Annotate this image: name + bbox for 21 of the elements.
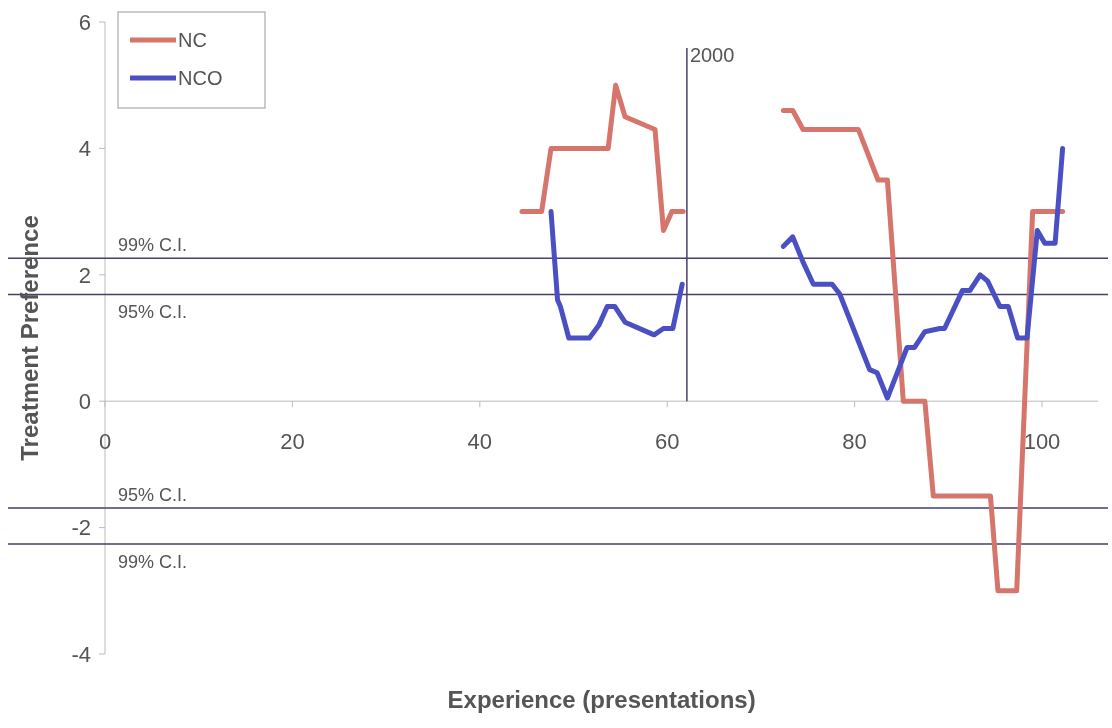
ref-line-label: 95% C.I. xyxy=(118,302,188,323)
y-axis-title: Treatment Preference xyxy=(16,215,43,461)
x-tick-label: 20 xyxy=(280,429,305,455)
y-tick-label: 2 xyxy=(78,262,91,288)
x-tick-label: 100 xyxy=(1023,429,1061,455)
x-tick-label: 0 xyxy=(98,429,112,455)
ref-line-label: 99% C.I. xyxy=(118,235,188,256)
annotation: 2000 xyxy=(689,44,735,66)
legend-label: NCO xyxy=(178,67,223,89)
y-tick-label: 4 xyxy=(78,136,91,162)
ref-line-label: 95% C.I. xyxy=(118,485,188,506)
x-tick-label: 60 xyxy=(654,429,680,455)
ref-line-label: 99% C.I. xyxy=(118,552,188,573)
x-tick-label: 80 xyxy=(842,429,867,455)
y-tick-label: 0 xyxy=(78,388,91,414)
x-tick-label: 40 xyxy=(467,429,493,455)
x-axis-title: Experience (presentations) xyxy=(447,686,756,713)
y-tick-label: -4 xyxy=(71,641,91,667)
y-tick-label: 6 xyxy=(78,9,91,35)
legend-label: NC xyxy=(178,29,207,51)
y-tick-label: -2 xyxy=(71,515,91,541)
